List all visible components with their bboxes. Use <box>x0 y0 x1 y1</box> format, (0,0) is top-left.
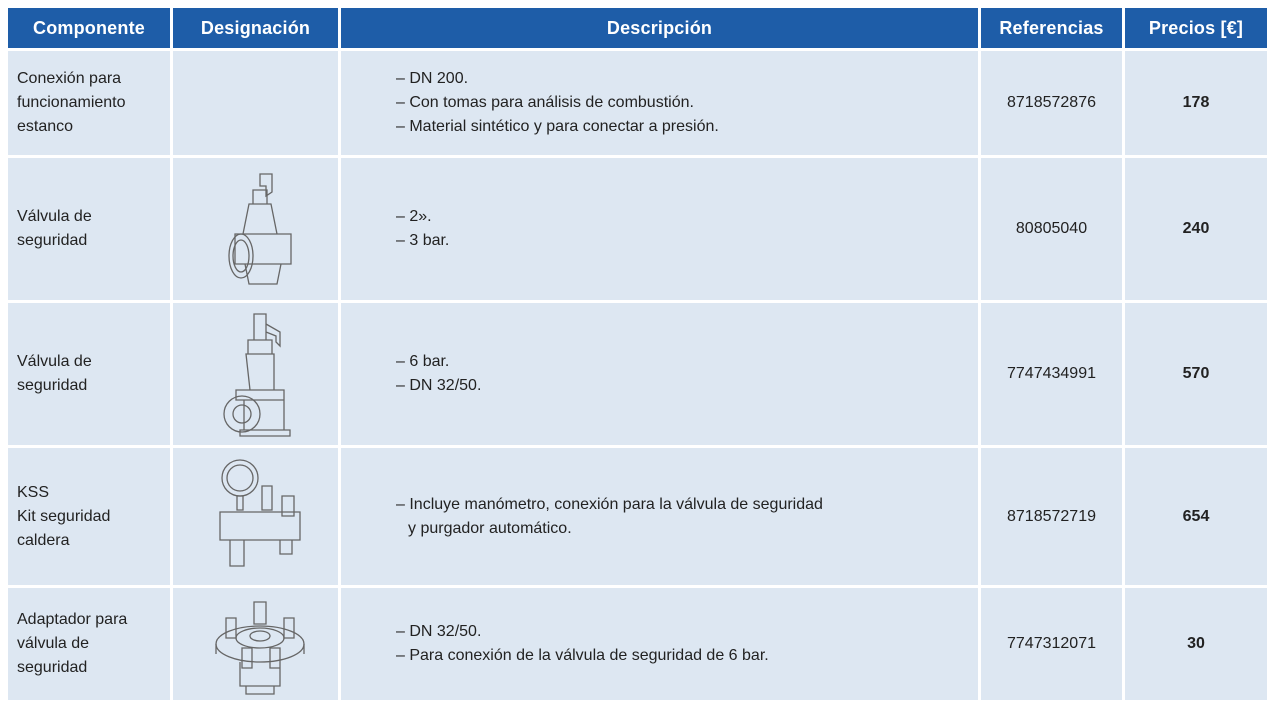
header-text: Referencias <box>999 18 1104 38</box>
description-cell: – DN 200. – Con tomas para análisis de co… <box>341 51 978 155</box>
component-cell: Conexión para funcionamiento estanco <box>8 51 170 155</box>
price-text: 654 <box>1182 507 1210 525</box>
component-cell: KSS Kit seguridad caldera <box>8 448 170 585</box>
adapter-icon <box>215 601 305 695</box>
reference-text: 8718572876 <box>1007 94 1096 111</box>
component-text: Kit seguridad <box>17 507 111 525</box>
reference-cell: 7747312071 <box>981 588 1122 700</box>
reference-text: 8718572719 <box>1007 507 1096 525</box>
description-text: – Incluye manómetro, conexión para la vá… <box>396 495 823 513</box>
component-text: Válvula de <box>17 353 92 370</box>
reference-text: 7747312071 <box>1007 635 1096 652</box>
header-cell: Precios [€] <box>1125 8 1267 48</box>
designation-cell <box>173 51 338 155</box>
price-cell: 570 <box>1125 303 1267 445</box>
header-cell: Designación <box>173 8 338 48</box>
component-text: seguridad <box>17 232 88 249</box>
price-cell: 654 <box>1125 448 1267 585</box>
description-text: – Material sintético y para conectar a p… <box>396 118 719 135</box>
header-cell: Referencias <box>981 8 1122 48</box>
reference-cell: 8718572719 <box>981 448 1122 585</box>
description-text: – 6 bar. <box>396 353 450 370</box>
price-text: 240 <box>1182 220 1210 237</box>
price-cell: 240 <box>1125 158 1267 300</box>
description-cell: – DN 32/50. – Para conexión de la válvula… <box>341 588 978 700</box>
description-text: – 2». <box>396 208 432 225</box>
header-text: Descripción <box>606 18 713 38</box>
description-cell: – 2». – 3 bar. <box>341 158 978 300</box>
component-text: KSS <box>17 483 50 501</box>
header-cell: Descripción <box>341 8 978 48</box>
component-text: seguridad <box>17 377 88 394</box>
header-cell: Componente <box>8 8 170 48</box>
reference-cell: 8718572876 <box>981 51 1122 155</box>
component-text: caldera <box>17 531 70 549</box>
description-text: – DN 200. <box>396 70 469 87</box>
description-text: – DN 32/50. <box>396 623 482 640</box>
component-text: Adaptador para <box>17 611 128 628</box>
component-cell: Adaptador para válvula de seguridad <box>8 588 170 700</box>
description-text: – Con tomas para análisis de combustión. <box>396 94 694 111</box>
price-cell: 178 <box>1125 51 1267 155</box>
header-text: Precios [€] <box>1148 18 1244 38</box>
header-text: Componente <box>33 18 145 38</box>
component-text: estanco <box>17 118 74 135</box>
component-text: seguridad <box>17 659 88 676</box>
component-text: funcionamiento <box>17 94 126 111</box>
component-text: Conexión para <box>17 70 122 87</box>
price-text: 570 <box>1182 365 1210 382</box>
designation-cell <box>173 158 338 300</box>
component-cell: Válvula de seguridad <box>8 303 170 445</box>
reference-cell: 80805040 <box>981 158 1122 300</box>
description-text: – 3 bar. <box>396 232 450 249</box>
description-cell: – Incluye manómetro, conexión para la vá… <box>341 448 978 585</box>
price-cell: 30 <box>1125 588 1267 700</box>
designation-cell <box>173 588 338 700</box>
description-text: y purgador automático. <box>408 519 572 537</box>
reference-text: 7747434991 <box>1007 365 1096 382</box>
reference-text: 80805040 <box>1015 220 1088 237</box>
component-text: válvula de <box>17 635 90 652</box>
valve-icon <box>223 313 291 437</box>
component-cell: Válvula de seguridad <box>8 158 170 300</box>
reference-cell: 7747434991 <box>981 303 1122 445</box>
price-text: 178 <box>1182 94 1210 111</box>
description-text: – DN 32/50. <box>396 377 482 394</box>
valve-icon <box>228 173 292 285</box>
description-cell: – 6 bar. – DN 32/50. <box>341 303 978 445</box>
price-text: 30 <box>1187 635 1205 652</box>
component-text: Válvula de <box>17 208 92 225</box>
designation-cell <box>173 448 338 585</box>
header-text: Designación <box>200 18 311 38</box>
designation-cell <box>173 303 338 445</box>
kit-icon <box>219 459 301 567</box>
description-text: – Para conexión de la válvula de segurid… <box>396 647 769 664</box>
